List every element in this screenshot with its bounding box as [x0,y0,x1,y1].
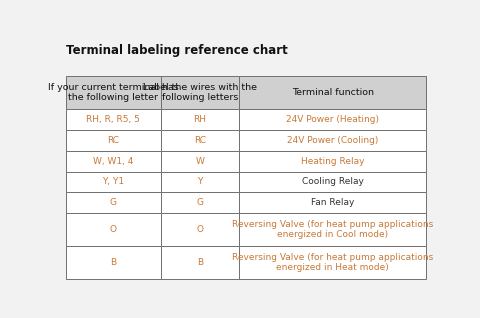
Bar [161,213,239,246]
Text: W: W [195,157,204,166]
Bar [66,171,161,192]
Text: O: O [110,225,117,234]
Text: W, W1, 4: W, W1, 4 [93,157,133,166]
Bar [239,130,426,151]
Text: Cooling Relay: Cooling Relay [301,177,363,186]
Text: RC: RC [194,136,206,145]
Text: Y, Y1: Y, Y1 [102,177,124,186]
Bar [66,192,161,213]
Text: B: B [110,258,117,267]
Bar [161,130,239,151]
Bar [239,171,426,192]
Text: G: G [196,198,204,207]
Text: Reversing Valve (for heat pump applications
energized in Cool mode): Reversing Valve (for heat pump applicati… [232,220,433,239]
Bar [239,76,426,109]
Bar [239,246,426,279]
Bar [66,109,161,130]
Bar [161,192,239,213]
Bar [161,109,239,130]
Bar [239,192,426,213]
Text: If your current terminal has
the following letter: If your current terminal has the followi… [48,83,179,102]
Text: Label the wires with the
following letters: Label the wires with the following lette… [143,83,257,102]
Text: RH: RH [193,115,206,124]
Bar [66,151,161,171]
Text: G: G [110,198,117,207]
Text: Fan Relay: Fan Relay [311,198,354,207]
Bar [161,76,239,109]
Bar [66,246,161,279]
Text: O: O [196,225,204,234]
Text: 24V Power (Heating): 24V Power (Heating) [286,115,379,124]
Bar [66,130,161,151]
Bar [161,151,239,171]
Bar [66,76,161,109]
Bar [161,171,239,192]
Bar [161,246,239,279]
Text: Heating Relay: Heating Relay [301,157,364,166]
Text: 24V Power (Cooling): 24V Power (Cooling) [287,136,378,145]
Bar [239,109,426,130]
Text: Terminal function: Terminal function [292,88,373,97]
Text: RH, R, R5, 5: RH, R, R5, 5 [86,115,140,124]
Bar [239,151,426,171]
Bar [239,213,426,246]
Text: Reversing Valve (for heat pump applications
energized in Heat mode): Reversing Valve (for heat pump applicati… [232,253,433,273]
Text: Terminal labeling reference chart: Terminal labeling reference chart [66,44,288,57]
Text: Y: Y [197,177,203,186]
Text: B: B [197,258,203,267]
Text: RC: RC [108,136,120,145]
Bar [66,213,161,246]
